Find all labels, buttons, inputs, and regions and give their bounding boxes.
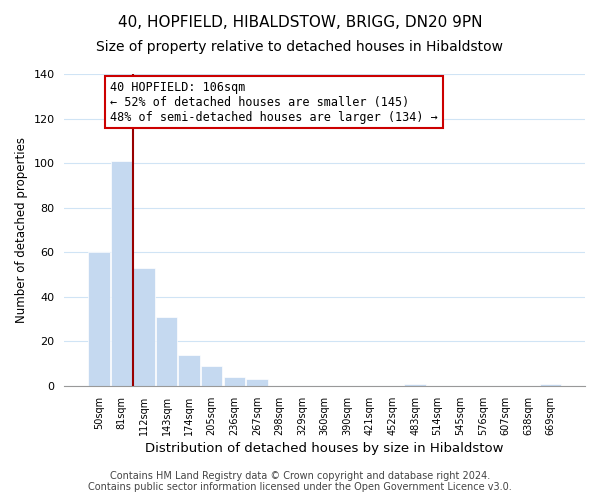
Bar [110, 161, 132, 386]
Bar [404, 384, 426, 386]
Bar [540, 384, 562, 386]
Text: 40, HOPFIELD, HIBALDSTOW, BRIGG, DN20 9PN: 40, HOPFIELD, HIBALDSTOW, BRIGG, DN20 9P… [118, 15, 482, 30]
Bar [133, 268, 155, 386]
Text: Size of property relative to detached houses in Hibaldstow: Size of property relative to detached ho… [97, 40, 503, 54]
Bar [88, 252, 110, 386]
Bar [156, 317, 177, 386]
Bar [178, 355, 200, 386]
Y-axis label: Number of detached properties: Number of detached properties [15, 137, 28, 323]
Text: 40 HOPFIELD: 106sqm
← 52% of detached houses are smaller (145)
48% of semi-detac: 40 HOPFIELD: 106sqm ← 52% of detached ho… [110, 80, 438, 124]
X-axis label: Distribution of detached houses by size in Hibaldstow: Distribution of detached houses by size … [145, 442, 504, 455]
Bar [224, 377, 245, 386]
Bar [246, 380, 268, 386]
Text: Contains HM Land Registry data © Crown copyright and database right 2024.
Contai: Contains HM Land Registry data © Crown c… [88, 471, 512, 492]
Bar [201, 366, 223, 386]
